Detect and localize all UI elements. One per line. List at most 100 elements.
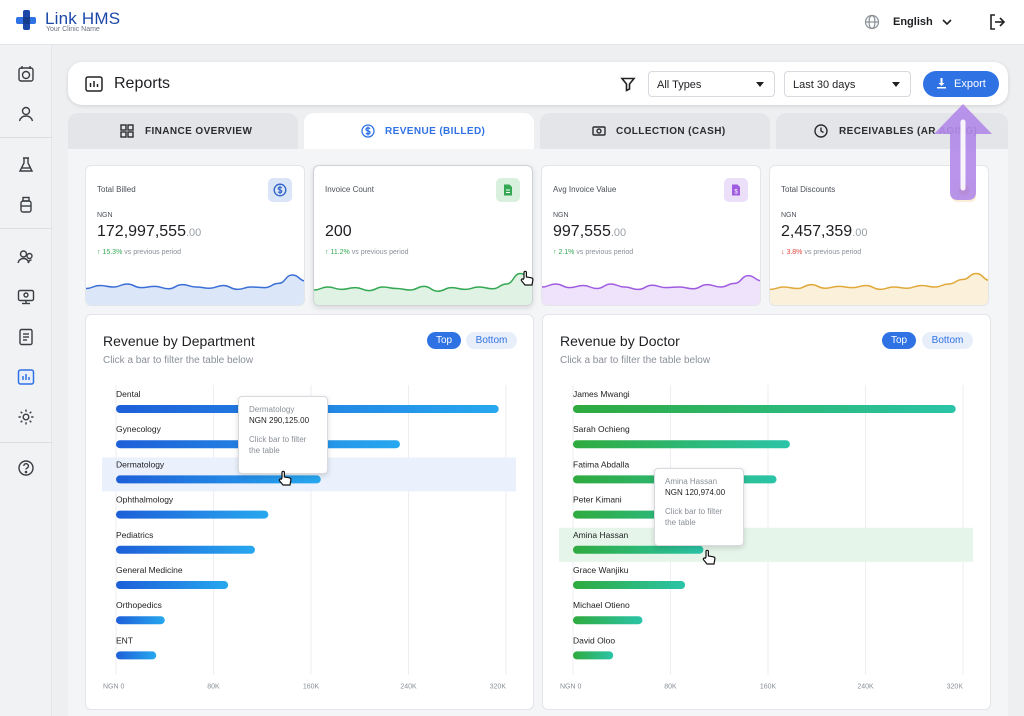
x-tick-label: 240K — [400, 684, 417, 691]
sidebar-item-staff[interactable] — [16, 247, 36, 267]
bar-category-label: Ophthalmology — [116, 495, 174, 505]
sidebar-item-settings[interactable] — [16, 407, 36, 427]
arrow-up-icon: ↑ — [553, 249, 557, 256]
sidebar-item-monitor[interactable] — [16, 287, 36, 307]
kpi-avg-invoice-icon: $ — [724, 178, 748, 202]
sparkline-line — [314, 272, 532, 292]
kpi-title: Invoice Count — [325, 185, 374, 194]
reports-header: Reports All Types Last 30 days Export — [68, 62, 1008, 105]
sparkline-area — [770, 273, 988, 305]
kpi-sparkline — [86, 274, 304, 305]
tab-revenue-billed[interactable]: REVENUE (BILLED) — [304, 113, 534, 149]
sidebar-item-lab[interactable] — [16, 155, 36, 175]
bar-category-label: Amina Hassan — [573, 530, 629, 540]
dollar-circle-icon — [361, 124, 375, 138]
bar-tooltip: Amina Hassan NGN 120,974.00 Click bar to… — [654, 468, 744, 546]
kpi-change: ↓ 3.8% vs previous period — [781, 249, 862, 256]
logo-cross-icon — [16, 10, 36, 30]
caret-down-icon — [892, 82, 900, 87]
kpi-change: ↑ 11.2% vs previous period — [325, 249, 409, 256]
kpi-currency: NGN — [553, 212, 569, 219]
panel-subtitle: Click a bar to filter the table below — [560, 355, 711, 366]
bar-tooltip: Dermatology NGN 290,125.00 Click bar to … — [238, 396, 328, 474]
logout-icon[interactable] — [988, 13, 1006, 31]
doctor-bar-chart: NGN 0 80K 160K 240K 320K James Mwangi Sarah Oc… — [559, 385, 973, 691]
bar[interactable] — [116, 475, 321, 484]
bar[interactable] — [573, 616, 643, 625]
kpi-value: 200 — [325, 223, 352, 240]
kpi-card-invoice-count[interactable]: Invoice Count 200 ↑ 11.2% vs previous pe… — [313, 165, 533, 306]
bottom-toggle[interactable]: Bottom — [922, 332, 973, 349]
page-title: Reports — [114, 75, 171, 92]
sidebar-item-patients[interactable] — [16, 104, 36, 124]
reports-icon — [85, 76, 103, 92]
date-range-select[interactable]: Last 30 days — [784, 71, 911, 97]
x-tick-label: 160K — [760, 684, 777, 691]
bar[interactable] — [116, 581, 229, 589]
hand-cursor-icon — [278, 470, 292, 486]
panel-subtitle: Click a bar to filter the table below — [103, 355, 254, 366]
kpi-currency: NGN — [97, 212, 113, 219]
panel-title: Revenue by Doctor — [560, 333, 680, 349]
kpi-card-avg-invoice[interactable]: Avg Invoice Value $ NGN 997,555.00 ↑ 2.1… — [541, 165, 761, 306]
kpi-sparkline — [542, 274, 760, 305]
bar[interactable] — [116, 510, 269, 519]
annotation-arrow-icon — [934, 104, 992, 200]
sparkline-area — [86, 275, 304, 305]
kpi-invoice-count-icon — [496, 178, 520, 202]
bar[interactable] — [573, 581, 686, 589]
bottom-toggle[interactable]: Bottom — [466, 332, 517, 349]
grid-icon — [120, 124, 134, 138]
bar[interactable] — [573, 440, 790, 449]
sidebar — [0, 45, 52, 716]
department-bar-chart: NGN 0 80K 160K 240K 320K Dental Gynecology Derm… — [102, 385, 516, 691]
bar[interactable] — [573, 545, 704, 554]
arrow-up-icon: ↑ — [97, 249, 101, 256]
kpi-value: 2,457,359.00 — [781, 223, 868, 240]
bar[interactable] — [116, 616, 165, 625]
report-tabs: FINANCE OVERVIEW REVENUE (BILLED) COLLEC… — [68, 113, 1008, 149]
cash-icon — [592, 126, 606, 136]
type-filter-select[interactable]: All Types — [648, 71, 775, 97]
x-tick-label: 320K — [947, 684, 964, 691]
sidebar-item-pharmacy[interactable] — [16, 195, 36, 215]
bar[interactable] — [116, 545, 255, 554]
brand-tagline: Your Clinic Name — [46, 26, 100, 33]
sparkline-area — [542, 275, 760, 305]
bar-category-label: Michael Otieno — [573, 600, 630, 610]
x-tick-label: 240K — [857, 684, 874, 691]
sidebar-item-billing[interactable] — [16, 327, 36, 347]
chevron-down-icon[interactable] — [941, 17, 953, 27]
kpi-total-billed-icon — [268, 178, 292, 202]
top-toggle[interactable]: Top — [882, 332, 916, 349]
sidebar-item-help[interactable] — [16, 458, 36, 478]
tab-finance-overview[interactable]: FINANCE OVERVIEW — [68, 113, 298, 149]
bar-category-label: Gynecology — [116, 424, 162, 434]
kpi-card-total-billed[interactable]: Total Billed NGN 172,997,555.00 ↑ 15.3% … — [85, 165, 305, 306]
kpi-sparkline — [770, 272, 988, 305]
tab-collection-cash[interactable]: COLLECTION (CASH) — [540, 113, 770, 149]
sparkline-line — [542, 274, 760, 291]
download-icon — [937, 78, 946, 89]
kpi-title: Total Billed — [97, 185, 136, 194]
x-tick-label: NGN 0 — [560, 684, 582, 691]
export-button[interactable]: Export — [923, 71, 999, 97]
bar-category-label: David Oloo — [573, 635, 615, 645]
caret-down-icon — [756, 82, 764, 87]
bar-category-label: Sarah Ochieng — [573, 424, 630, 434]
bar-category-label: Pediatrics — [116, 530, 153, 540]
x-tick-label: 80K — [207, 684, 220, 691]
bar[interactable] — [573, 405, 956, 413]
bar-category-label: Dermatology — [116, 459, 165, 469]
language-selector[interactable]: English — [893, 16, 933, 28]
bar[interactable] — [573, 651, 614, 660]
bar-category-label: General Medicine — [116, 565, 183, 575]
bar[interactable] — [116, 651, 157, 660]
bar-category-label: ENT — [116, 635, 133, 645]
top-toggle[interactable]: Top — [427, 332, 461, 349]
globe-icon[interactable] — [864, 14, 880, 30]
brand-name: Link HMS — [45, 9, 121, 28]
sidebar-item-schedule[interactable] — [16, 64, 36, 84]
filter-icon[interactable] — [620, 76, 636, 92]
sidebar-item-reports[interactable] — [16, 367, 36, 387]
